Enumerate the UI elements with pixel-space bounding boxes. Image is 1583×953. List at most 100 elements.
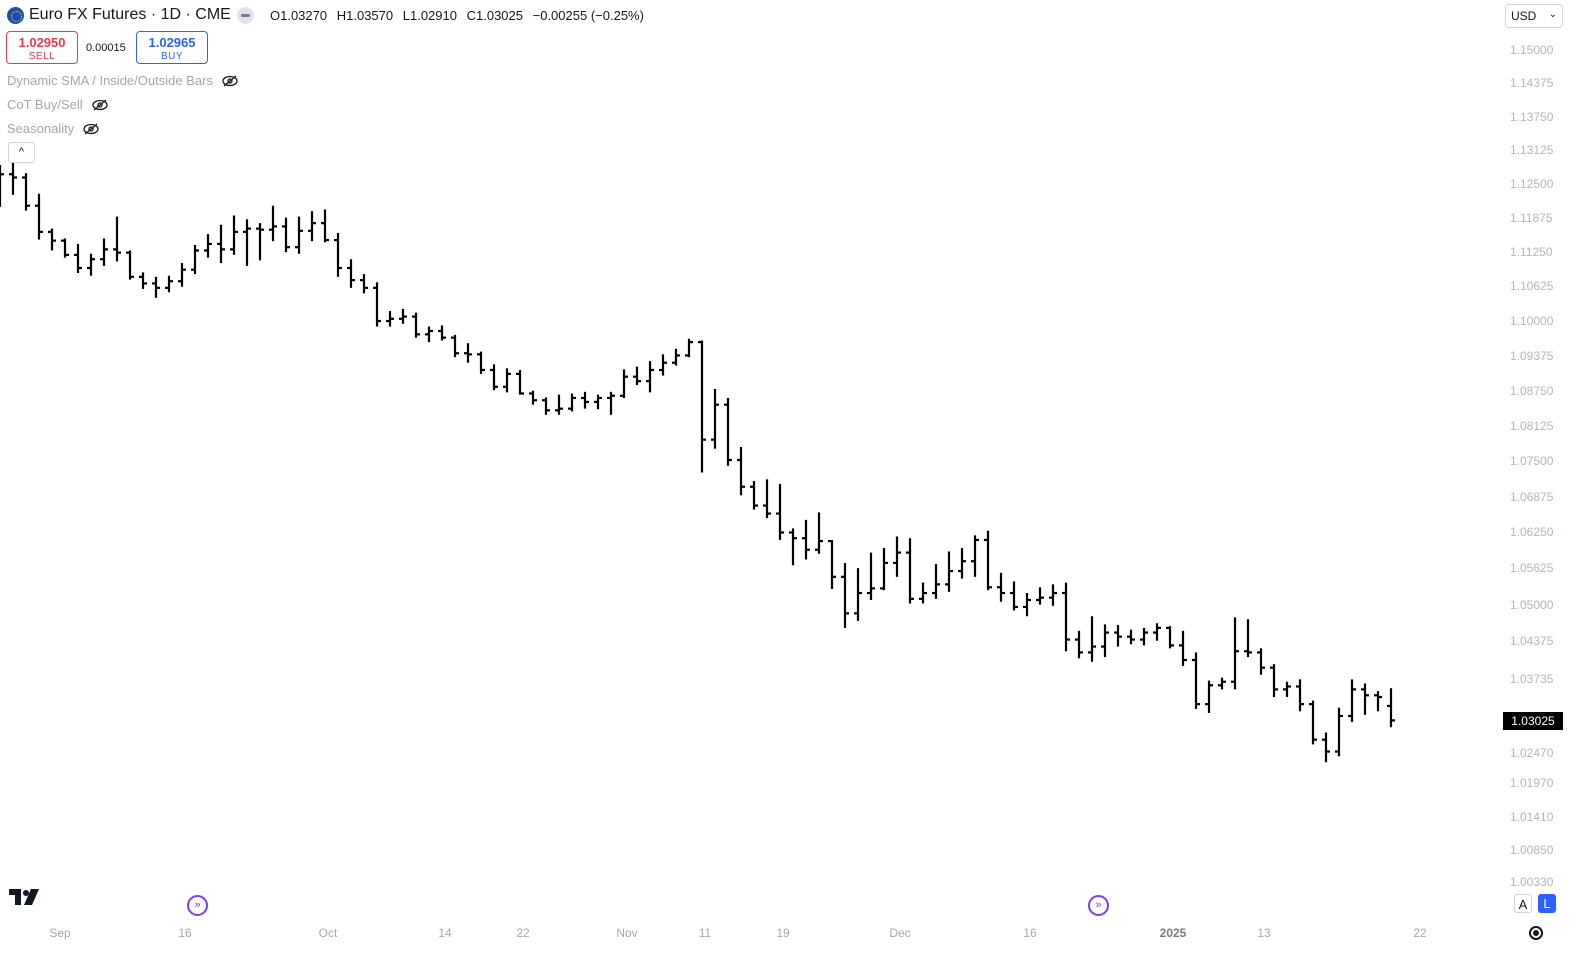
ohlc-bar (178, 263, 186, 287)
ohlc-bar (139, 272, 147, 289)
price-axis-label: 1.13750 (1510, 109, 1554, 124)
ohlc-bar (1075, 630, 1083, 659)
time-axis-label: Oct (318, 926, 338, 940)
ohlc-bar (503, 368, 511, 393)
buy-label: BUY (160, 51, 184, 62)
time-axis-label: 11 (698, 926, 712, 940)
buy-button[interactable]: 1.02965 BUY (136, 31, 208, 64)
price-axis-label: 1.14375 (1510, 76, 1554, 91)
ohlc-bar (958, 547, 966, 579)
sell-price: 1.02950 (18, 35, 66, 50)
price-axis-label: 1.09375 (1510, 348, 1554, 363)
price-axis-label: 1.03735 (1510, 671, 1554, 686)
collapse-legend-button[interactable]: ^ (8, 142, 35, 163)
ohlc-bar (1296, 679, 1304, 712)
ohlc-bar (360, 274, 368, 294)
eye-off-icon[interactable] (91, 99, 109, 111)
price-axis-label: 1.00330 (1510, 875, 1554, 889)
ohlc-bar (1166, 626, 1174, 649)
ohlc-bar (308, 211, 316, 242)
settings-icon[interactable] (1529, 926, 1543, 940)
eye-off-icon[interactable] (82, 123, 100, 135)
indicator-cot-buy-sell[interactable]: CoT Buy/Sell (7, 97, 109, 112)
ohlc-bar (1140, 627, 1148, 646)
sell-label: SELL (28, 51, 56, 62)
tradingview-logo-icon[interactable] (9, 889, 41, 905)
ohlc-bar (685, 338, 693, 358)
ohlc-bar (1348, 679, 1356, 722)
time-axis-label: Dec (889, 926, 911, 940)
ohlc-bar (789, 528, 797, 566)
ohlc-bar (724, 397, 732, 466)
ohlc-bar (412, 312, 420, 338)
ohlc-bar (451, 334, 459, 358)
last-price-tag: 1.03025 (1503, 712, 1563, 730)
ohlc-low: L1.02910 (402, 8, 457, 23)
currency-select[interactable]: USD ⌄ (1505, 4, 1563, 28)
ohlc-change: −0.00255 (−0.25%) (532, 8, 644, 23)
time-axis-label: 22 (1413, 926, 1427, 940)
ohlc-bar (165, 275, 173, 293)
ohlc-bar (1062, 582, 1070, 652)
ohlc-bar (373, 282, 381, 327)
ohlc-bar (0, 165, 4, 207)
time-axis-label: 2025 (1159, 926, 1187, 940)
time-axis-label: 13 (1257, 926, 1271, 940)
ohlc-bar (1387, 688, 1395, 728)
indicator-seasonality[interactable]: Seasonality (7, 121, 100, 136)
ohlc-bar (243, 219, 251, 266)
time-axis-label: Nov (616, 926, 638, 940)
price-axis-label: 1.08750 (1510, 383, 1554, 398)
ohlc-bar (399, 308, 407, 324)
auto-scale-button[interactable]: A (1514, 894, 1532, 913)
ohlc-bar (1088, 616, 1096, 662)
ohlc-bar (1114, 624, 1122, 647)
indicator-dynamic-sma[interactable]: Dynamic SMA / Inside/Outside Bars (7, 73, 239, 88)
price-axis-label: 1.01410 (1510, 809, 1554, 824)
ohlc-bar (620, 369, 628, 398)
ohlc-bar (1205, 680, 1213, 714)
ohlc-bar (1101, 624, 1109, 658)
currency-value: USD (1511, 9, 1537, 23)
ohlc-bar (334, 232, 342, 277)
ohlc-bar (1153, 623, 1161, 641)
ohlc-bar (828, 539, 836, 589)
ohlc-bar (555, 394, 563, 415)
ohlc-bar (802, 519, 810, 560)
eye-off-icon[interactable] (221, 75, 239, 87)
price-axis-label: 1.04375 (1510, 634, 1554, 649)
sell-button[interactable]: 1.02950 SELL (6, 31, 78, 64)
indicator-label: Dynamic SMA / Inside/Outside Bars (7, 73, 213, 88)
ohlc-bar (607, 391, 615, 415)
price-axis-label: 1.06250 (1510, 525, 1554, 540)
ohlc-bar (698, 340, 706, 473)
ohlc-bar (737, 447, 745, 496)
price-axis-label: 1.10625 (1510, 279, 1554, 294)
ohlc-bar (1374, 691, 1382, 712)
indicator-label: CoT Buy/Sell (7, 97, 83, 112)
ohlc-bar (1270, 664, 1278, 698)
ohlc-chart[interactable] (0, 0, 1500, 953)
ohlc-bar (347, 259, 355, 288)
buy-price: 1.02965 (148, 35, 196, 50)
ohlc-high: H1.03570 (336, 8, 394, 23)
economic-event-icon[interactable]: » (1088, 895, 1109, 916)
symbol-title[interactable]: Euro FX Futures · 1D · CME (29, 6, 231, 23)
price-axis-label: 1.11250 (1510, 245, 1553, 260)
ohlc-bar (1010, 581, 1018, 611)
ohlc-bar (997, 572, 1005, 602)
ohlc-bar (282, 217, 290, 253)
ohlc-bar (269, 205, 277, 242)
ohlc-bar (295, 216, 303, 254)
ohlc-bar (1244, 619, 1252, 658)
ohlc-bar (984, 530, 992, 591)
economic-event-icon[interactable]: » (187, 895, 208, 916)
ohlc-readout: O1.03270 H1.03570 L1.02910 C1.03025 −0.0… (270, 8, 650, 23)
indicator-label: Seasonality (7, 121, 75, 136)
market-status-icon[interactable] (237, 7, 254, 24)
ohlc-bar (932, 564, 940, 599)
ohlc-bar (841, 562, 849, 628)
ohlc-bar (48, 228, 56, 251)
ohlc-bar (971, 535, 979, 577)
log-scale-button[interactable]: L (1538, 894, 1556, 913)
